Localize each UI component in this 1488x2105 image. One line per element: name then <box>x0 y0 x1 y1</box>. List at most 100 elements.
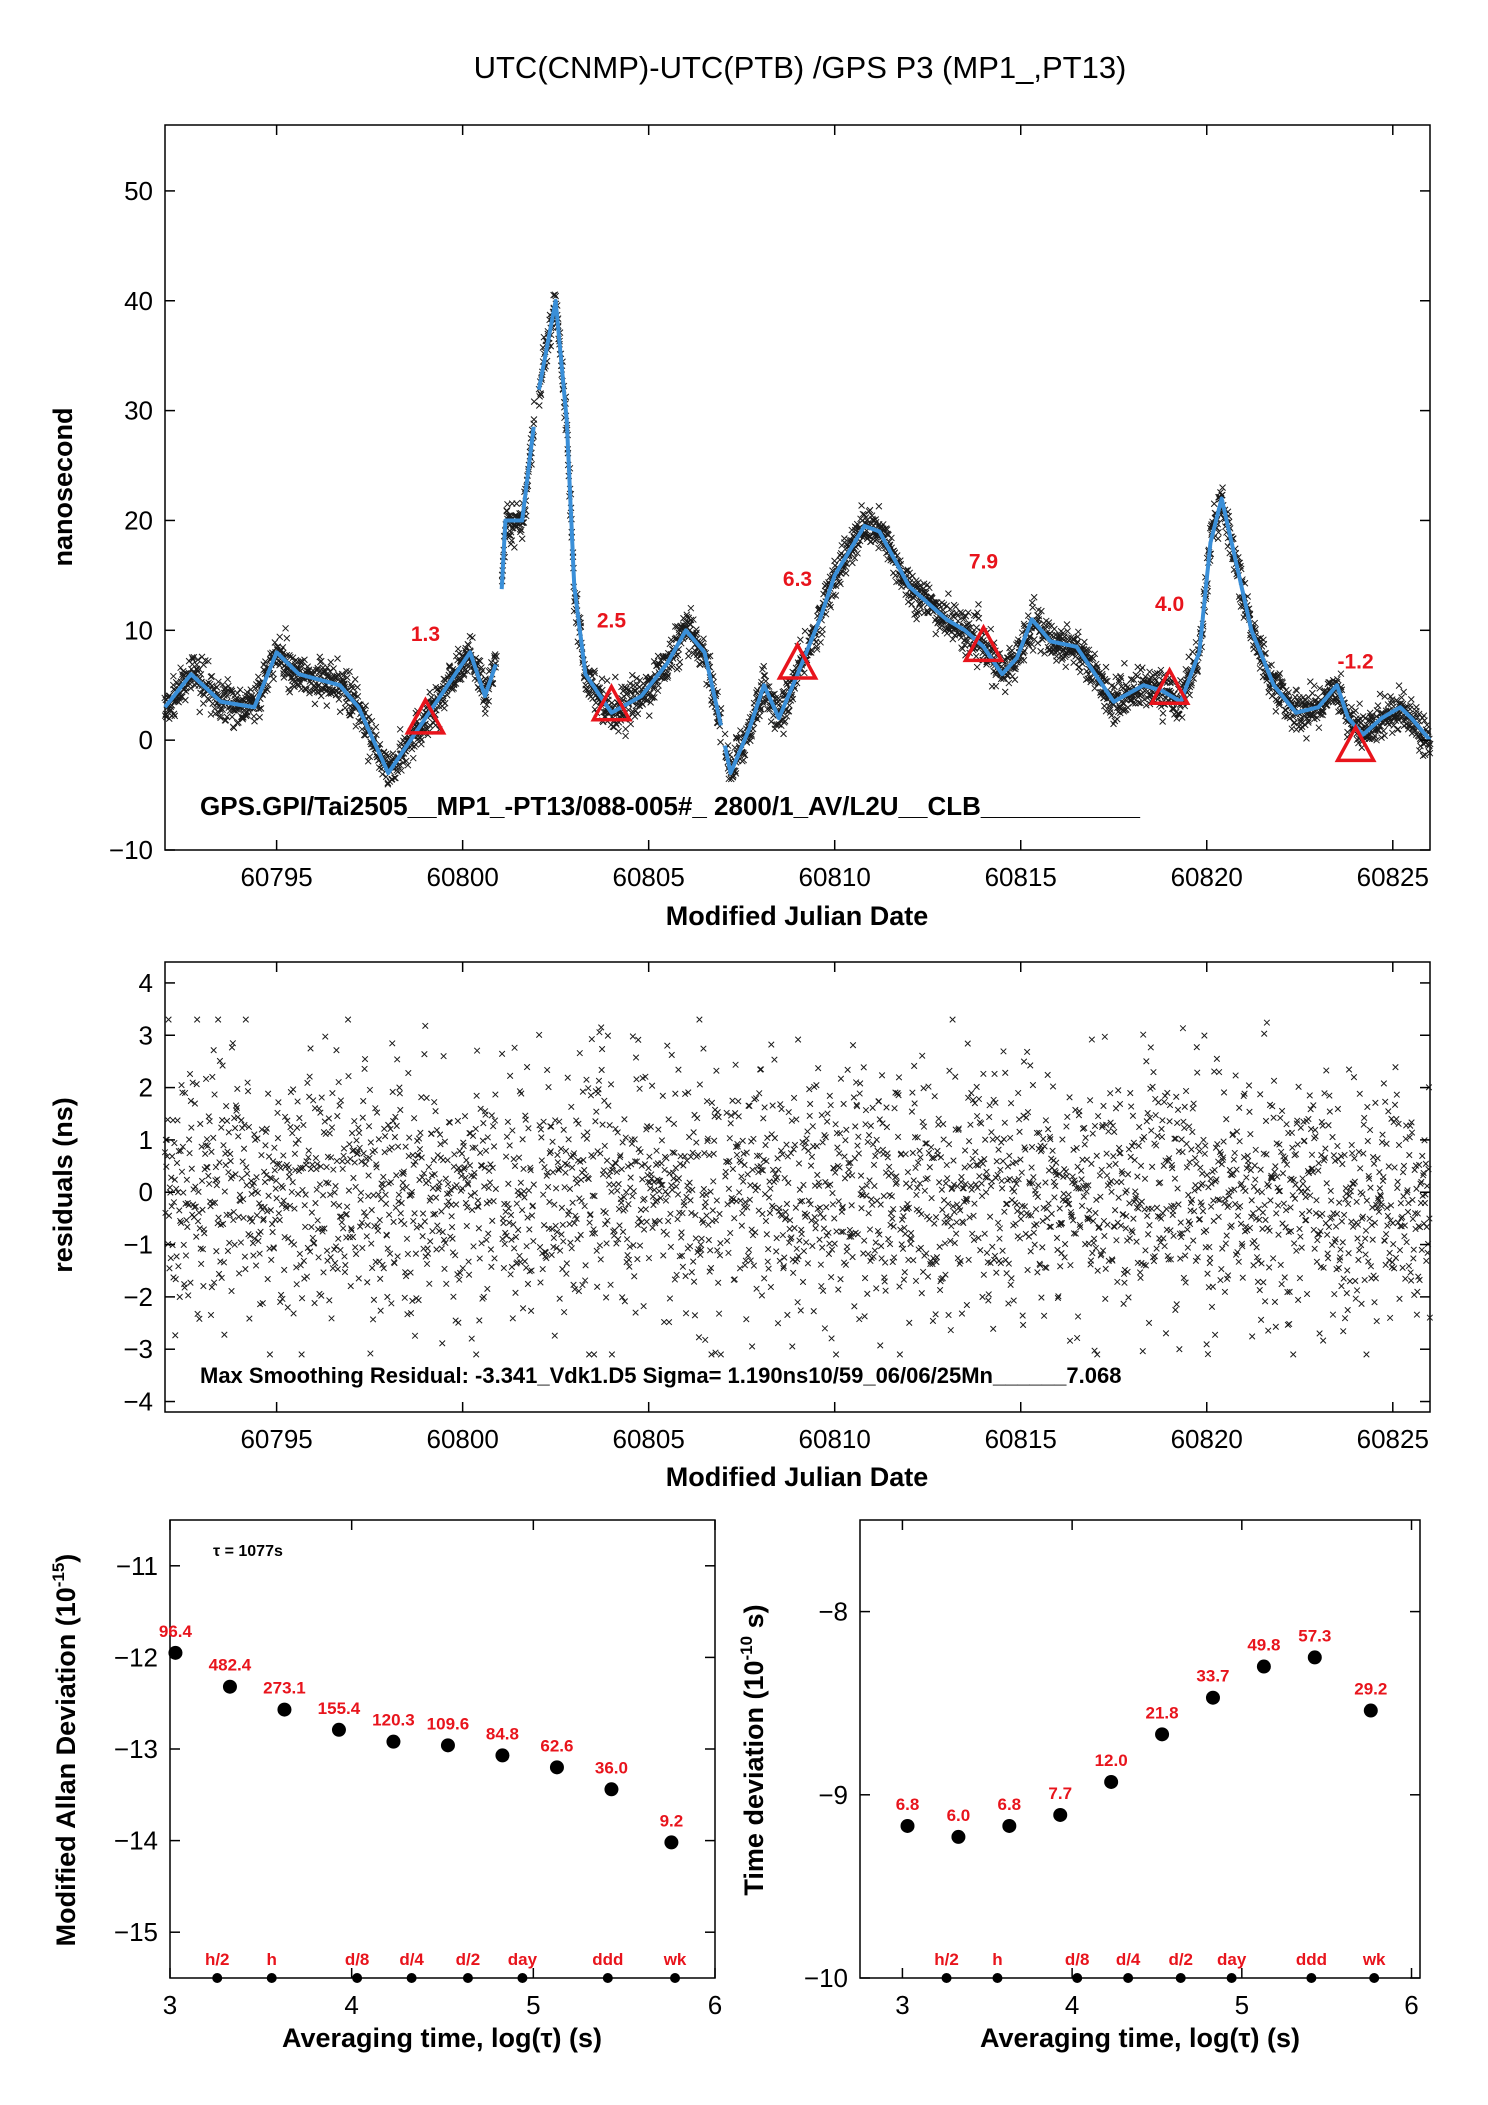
raw-point <box>721 730 729 738</box>
raw-point <box>351 1159 358 1166</box>
raw-point <box>213 683 221 691</box>
raw-point <box>558 1204 566 1211</box>
raw-point <box>639 1176 646 1183</box>
raw-point <box>773 1248 780 1255</box>
raw-point <box>364 757 372 765</box>
raw-point <box>773 1234 780 1242</box>
raw-point <box>530 1181 537 1188</box>
raw-point <box>229 1040 237 1047</box>
raw-point <box>537 1126 545 1133</box>
raw-point <box>623 1236 631 1243</box>
raw-point <box>752 1095 760 1102</box>
raw-point <box>904 598 912 606</box>
raw-point <box>401 1220 408 1228</box>
raw-point <box>858 502 865 509</box>
raw-point <box>829 1201 837 1208</box>
raw-point <box>463 1157 470 1164</box>
raw-point <box>593 1247 600 1254</box>
raw-point <box>306 1073 313 1080</box>
raw-point <box>1081 638 1088 646</box>
raw-point <box>221 717 229 724</box>
raw-point <box>869 1141 877 1148</box>
raw-point <box>227 1157 234 1165</box>
raw-point <box>324 664 331 671</box>
raw-point <box>668 1051 675 1059</box>
raw-point <box>374 1227 382 1234</box>
raw-point <box>972 652 980 660</box>
raw-point <box>312 1199 319 1207</box>
raw-point <box>326 1130 333 1137</box>
raw-point <box>292 1140 299 1147</box>
raw-point <box>215 678 222 686</box>
raw-point <box>343 674 351 682</box>
raw-point <box>637 1148 644 1156</box>
raw-point <box>952 603 960 611</box>
raw-point <box>526 1226 533 1233</box>
raw-point <box>334 1112 341 1120</box>
raw-point <box>551 1201 558 1208</box>
raw-point <box>410 1115 418 1122</box>
raw-point <box>817 1261 825 1268</box>
raw-point <box>424 1245 431 1252</box>
raw-point <box>439 1340 446 1347</box>
raw-point <box>393 1122 400 1130</box>
raw-point <box>434 1222 441 1229</box>
raw-point <box>671 1276 679 1283</box>
raw-point <box>280 1152 287 1159</box>
raw-point <box>844 1066 851 1073</box>
raw-point <box>345 1187 353 1194</box>
raw-point <box>508 1263 516 1271</box>
raw-point <box>368 1206 375 1214</box>
raw-point <box>592 1118 599 1125</box>
raw-point <box>1303 735 1310 742</box>
raw-point <box>167 1254 174 1262</box>
raw-point <box>557 1145 565 1152</box>
raw-point <box>866 1177 873 1184</box>
raw-point <box>336 708 344 716</box>
raw-point <box>318 1292 325 1299</box>
raw-point <box>349 1233 357 1241</box>
raw-point <box>705 1236 712 1244</box>
raw-point <box>500 1219 507 1227</box>
raw-point <box>563 1260 570 1267</box>
raw-point <box>239 1124 246 1132</box>
raw-point <box>502 1153 510 1160</box>
raw-point <box>568 1245 575 1252</box>
raw-point <box>330 665 337 672</box>
raw-point <box>405 1152 412 1160</box>
raw-point <box>598 1045 606 1053</box>
raw-point <box>722 1168 729 1176</box>
raw-point <box>452 1201 460 1208</box>
raw-point <box>422 1022 429 1030</box>
marker-label: 6.3 <box>783 568 812 591</box>
raw-point <box>573 1117 580 1124</box>
raw-point <box>640 1302 647 1310</box>
raw-point <box>604 1217 611 1224</box>
raw-point <box>826 1092 833 1099</box>
raw-point <box>352 1244 359 1251</box>
raw-point <box>627 1161 635 1168</box>
raw-point <box>530 416 538 423</box>
raw-point <box>536 1243 544 1251</box>
raw-point <box>864 1290 871 1297</box>
raw-point <box>788 1117 795 1124</box>
raw-point <box>335 1202 343 1209</box>
raw-point <box>505 1205 512 1212</box>
raw-point <box>359 1114 366 1121</box>
raw-point <box>301 1275 308 1282</box>
raw-point <box>308 1209 316 1216</box>
raw-point <box>295 1136 302 1144</box>
residuals-points <box>161 1016 1434 1358</box>
raw-point <box>193 661 201 668</box>
raw-point <box>675 1175 683 1182</box>
raw-point <box>366 1086 374 1094</box>
raw-point <box>621 1116 628 1123</box>
raw-point <box>423 1094 430 1102</box>
raw-point <box>560 1126 567 1133</box>
raw-point <box>625 1256 633 1264</box>
raw-point <box>506 1072 514 1079</box>
raw-point <box>309 1234 316 1242</box>
raw-point <box>352 1250 360 1258</box>
raw-point <box>845 1166 853 1173</box>
raw-point <box>607 1281 614 1288</box>
